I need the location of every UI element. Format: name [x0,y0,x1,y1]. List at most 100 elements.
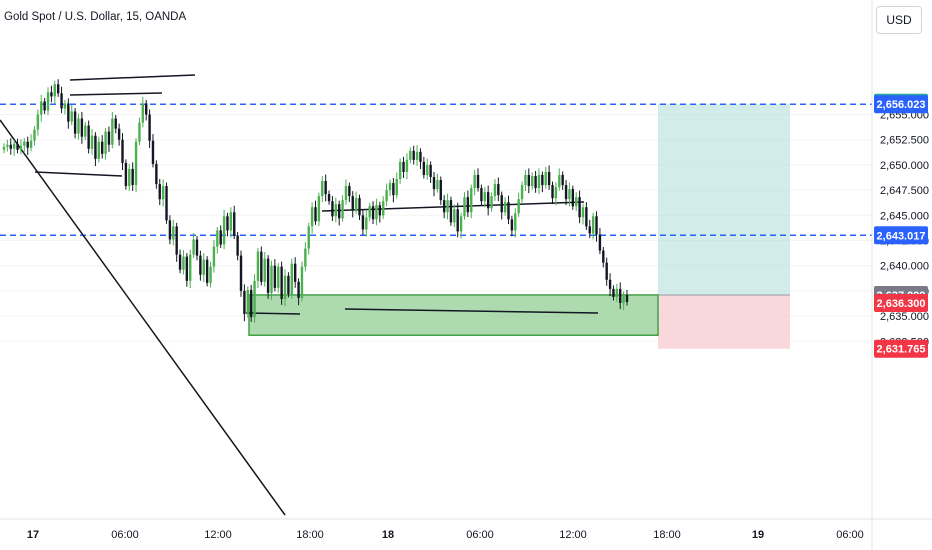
candle-body [368,206,371,218]
candle [459,212,463,239]
candle [26,136,29,155]
y-tick-label: 2,650.000 [880,160,929,172]
candle [351,191,354,218]
candle [155,160,158,189]
candle [236,231,239,261]
candle [585,202,588,230]
candle [273,259,277,292]
candle-body [26,141,29,148]
candle-body [161,186,165,200]
candle-body [246,289,249,315]
candle [158,179,161,206]
candle [530,172,534,190]
candle [544,166,547,189]
candle-body [165,186,168,221]
candle [287,272,290,298]
candle [90,129,94,155]
candle-body [107,131,111,145]
candle-body [334,204,338,217]
currency-button[interactable]: USD [876,6,922,34]
candle-body [568,189,571,200]
candle [554,182,558,206]
candle [246,286,249,318]
candle [602,247,605,268]
candle-body [29,140,33,148]
candle-body [253,280,256,318]
candle [9,138,12,155]
price-badge-bg [874,339,928,358]
candle-body [439,180,442,201]
candle-body [36,114,40,130]
candle [541,171,544,193]
time-axis[interactable]: 17 06:00 12:00 18:00 18 06:00 12:00 18:00 19 06:0… [27,529,864,541]
candle [256,248,260,288]
candle-body [483,192,486,202]
x-tick-label: 18:00 [653,529,681,541]
candle [422,156,426,179]
candle-body [371,206,375,220]
price-badge: 2,636.300 [874,293,928,312]
candle-body [473,174,476,189]
candle-body [19,145,23,150]
x-tick-label: 18:00 [296,529,324,541]
candle [117,123,121,146]
candle [310,202,314,234]
candle [270,260,273,301]
candle-body [229,212,233,231]
candle-body [429,164,432,177]
candle [564,180,568,206]
candle-body [558,174,561,188]
candle-body [554,187,558,199]
candle-body [493,184,497,197]
candle [334,197,338,223]
candle-body [317,196,321,222]
candle [73,107,77,139]
candle [486,185,490,216]
candle-body [185,256,189,281]
candle [409,147,412,164]
candle [534,170,537,193]
candle [436,173,439,193]
price-badge: 2,643.017 [874,226,928,245]
candle [70,104,73,126]
candle [182,250,185,275]
y-tick-label: 2,647.500 [880,185,929,197]
trendline [321,201,585,212]
candle-body [111,118,114,145]
candle [219,225,222,249]
candle-body [517,199,520,214]
candle-body [524,174,527,186]
candle-body [16,143,19,150]
candle [473,169,476,196]
price-badge-bg [874,293,928,312]
candle [595,211,598,242]
candle-body [530,175,534,187]
candle-body [476,174,480,189]
candle [168,215,172,245]
candle-body [43,101,46,111]
candle-body [239,255,243,291]
candle [148,109,151,148]
candle-body [155,163,158,185]
candle [300,261,304,302]
x-tick-label: 19 [752,529,764,541]
candle-body [507,202,510,220]
candle-body [307,226,310,249]
candle-body [442,200,446,213]
candle [205,256,209,287]
candle-body [283,275,287,299]
candle [229,207,233,238]
candle [121,133,124,171]
candle-body [436,180,439,190]
x-tick-label: 17 [27,529,39,541]
candle-body [331,201,334,217]
candle [412,145,415,165]
candle [368,202,371,221]
candle [124,159,128,190]
candle-body [84,125,87,137]
candle-body [395,179,398,196]
candle-body [358,198,361,216]
candle-body [249,289,253,318]
candle [507,195,510,225]
